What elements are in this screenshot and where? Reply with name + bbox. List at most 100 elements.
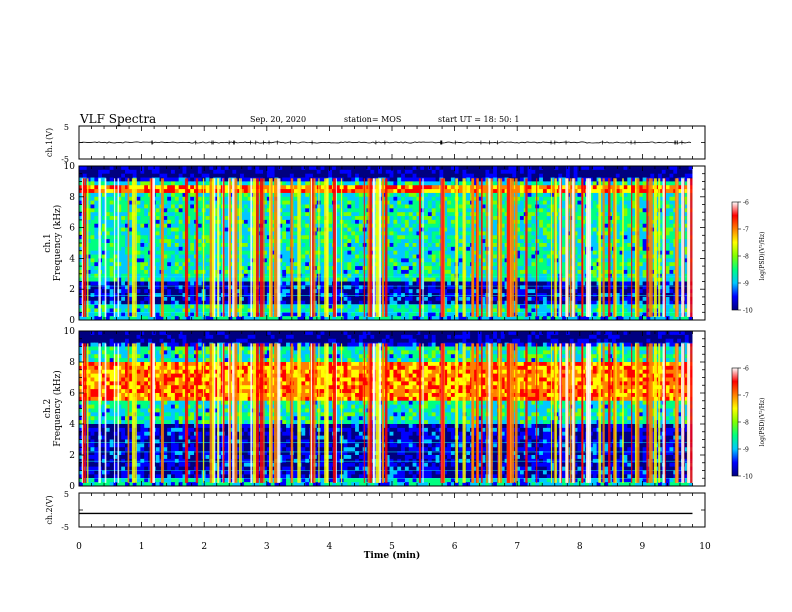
spectrogram-cell	[512, 173, 517, 179]
spectrogram-cell	[516, 181, 521, 186]
spectrogram-cell	[688, 173, 694, 179]
spectrogram-cell	[569, 181, 575, 186]
spectrogram-cell	[136, 189, 141, 194]
spectrogram-cell	[573, 235, 579, 240]
spectrogram-cell	[500, 273, 506, 279]
spectrogram-cell	[646, 273, 651, 279]
spectrogram-cell	[539, 277, 544, 283]
spectrogram-cell	[102, 181, 107, 186]
spectrogram-cell	[454, 173, 460, 179]
spectrogram-cell	[293, 173, 299, 179]
spectrogram-cell	[351, 212, 356, 217]
spectrogram-cell	[362, 235, 368, 240]
spectrogram-cell	[450, 243, 456, 248]
spectrogram-cell	[642, 277, 648, 283]
spectrogram-cell	[125, 166, 130, 171]
spectrogram-cell	[592, 166, 598, 171]
spectrogram-cell	[128, 285, 134, 290]
spectrogram-cell	[155, 204, 161, 209]
spectrogram-cell	[401, 177, 406, 182]
spectrogram-cell	[240, 181, 245, 186]
spectrogram-cell	[412, 266, 418, 271]
spectrogram-cell	[148, 173, 153, 179]
spectrogram-cell	[381, 243, 387, 248]
spectrogram-cell	[519, 239, 525, 244]
spectrogram-cell	[136, 262, 141, 267]
spectrogram-cell	[205, 273, 210, 279]
spectrogram-cell	[263, 246, 268, 252]
spectrogram-cell	[531, 231, 536, 236]
spectrogram-cell	[531, 192, 536, 198]
spectrogram-cell	[562, 216, 567, 221]
spectrogram-cell	[443, 166, 448, 171]
spectrogram-cell	[328, 196, 333, 202]
spectrogram-cell	[385, 231, 391, 236]
spectrogram-cell	[102, 219, 107, 225]
spectrogram-cell	[447, 181, 452, 186]
spectrogram-cell	[631, 250, 636, 256]
spectrogram-cell	[197, 266, 203, 271]
spectrogram-cell	[174, 243, 180, 248]
spectrogram-cell	[282, 266, 287, 271]
spectrogram-cell	[224, 239, 230, 244]
spectrogram-cell	[458, 169, 464, 175]
spectrogram-cell	[631, 262, 636, 267]
spectrogram-cell	[347, 227, 352, 233]
spectrogram-cell	[550, 169, 556, 175]
spectrogram-cell	[424, 192, 429, 198]
spectrogram-cell	[592, 269, 598, 275]
spectrogram-cell	[466, 246, 471, 252]
spectrogram-cell	[481, 246, 487, 252]
spectrogram-cell	[542, 258, 548, 263]
spectrogram-cell	[79, 277, 84, 283]
spectrogram-cell	[263, 269, 268, 275]
spectrogram-cell	[247, 281, 253, 286]
spectrogram-cell	[477, 281, 483, 286]
spectrogram-cell	[512, 204, 517, 209]
spectrogram-cell	[588, 216, 594, 221]
spectrogram-cell	[328, 273, 333, 279]
spectrogram-cell	[539, 250, 544, 256]
spectrogram-cell	[535, 196, 540, 202]
spectrogram-cell	[343, 281, 348, 286]
spectrogram-cell	[638, 204, 644, 209]
spectrogram-cell	[113, 204, 118, 209]
spectrogram-cell	[358, 250, 364, 256]
spectrogram-cell	[113, 219, 118, 225]
spectrogram-cell	[623, 200, 628, 206]
spectrogram-cell	[493, 223, 498, 229]
spectrogram-cell	[282, 250, 287, 256]
spectrogram-cell	[320, 169, 325, 175]
spectrogram-cell	[535, 204, 540, 209]
spectrogram-cell	[79, 231, 84, 236]
spectrogram-cell	[646, 177, 651, 182]
spectrogram-cell	[493, 216, 498, 221]
spectrogram-cell	[320, 227, 325, 233]
spectrogram-cell	[86, 212, 92, 217]
spectrogram-cell	[542, 208, 548, 213]
spectrogram-cell	[213, 177, 218, 182]
spectrogram-cell	[615, 219, 621, 225]
spectrogram-cell	[669, 173, 674, 179]
spectrogram-cell	[205, 258, 210, 263]
spectrogram-cell	[450, 169, 456, 175]
spectrogram-cell	[186, 177, 191, 182]
spectrogram-cell	[220, 169, 226, 175]
station-label: station= MOS	[344, 115, 402, 124]
spectrogram-cell	[615, 208, 621, 213]
spectrogram-cell	[404, 281, 410, 286]
spectrogram-cell	[286, 196, 291, 202]
spectrogram-cell	[335, 223, 341, 229]
spectrogram-cell	[98, 166, 103, 171]
spectrogram-cell	[412, 258, 418, 263]
spectrogram-cell	[102, 223, 107, 229]
spectrogram-cell	[289, 169, 295, 175]
spectrogram-cell	[615, 243, 621, 248]
spectrogram-cell	[604, 185, 609, 190]
spectrogram-cell	[105, 262, 111, 267]
spectrogram-cell	[631, 243, 636, 248]
spectrogram-cell	[535, 181, 540, 186]
spectrogram-cell	[657, 169, 663, 175]
spectrogram-cell	[512, 192, 517, 198]
spectrogram-cell	[519, 223, 525, 229]
